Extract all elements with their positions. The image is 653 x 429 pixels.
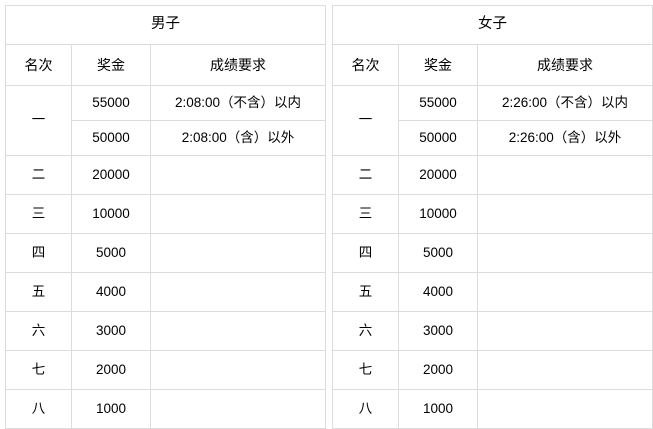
rank-cell: 二 <box>332 155 399 195</box>
prize-cell: 3000 <box>398 311 478 351</box>
table-row: 四 5000 <box>332 233 653 273</box>
requirement-cell: 2:08:00（含）以外 <box>150 120 326 156</box>
rank-cell: 三 <box>332 194 399 234</box>
prize-cell: 50000 <box>71 120 151 156</box>
prize-table-women: 女子 名次 奖金 成绩要求 一 55000 2:26:00（不含）以内 5000… <box>332 5 653 429</box>
table-row: 三 10000 <box>5 194 326 234</box>
prize-cell: 5000 <box>398 233 478 273</box>
rank-cell: 三 <box>5 194 72 234</box>
requirement-cell: 2:26:00（含）以外 <box>477 120 653 156</box>
requirement-cell <box>150 311 326 351</box>
column-header-rank: 名次 <box>5 44 72 86</box>
column-header-prize: 奖金 <box>71 44 151 86</box>
rank-cell: 八 <box>332 389 399 429</box>
table-row: 二 20000 <box>332 155 653 195</box>
prize-cell: 10000 <box>71 194 151 234</box>
column-header-rank: 名次 <box>332 44 399 86</box>
rank-cell: 四 <box>5 233 72 273</box>
column-header-prize: 奖金 <box>398 44 478 86</box>
table-row: 八 1000 <box>332 389 653 429</box>
rank-cell-first-place: 一 <box>5 85 72 156</box>
table-row: 三 10000 <box>332 194 653 234</box>
table-row: 七 2000 <box>5 350 326 390</box>
requirement-cell <box>477 350 653 390</box>
requirement-cell <box>150 350 326 390</box>
prize-cell: 1000 <box>71 389 151 429</box>
rank-cell: 五 <box>332 272 399 312</box>
prize-cell: 55000 <box>71 85 151 121</box>
requirement-cell <box>477 272 653 312</box>
prize-cell: 3000 <box>71 311 151 351</box>
prize-cell: 55000 <box>398 85 478 121</box>
table-row: 七 2000 <box>332 350 653 390</box>
table-row: 二 20000 <box>5 155 326 195</box>
prize-cell: 20000 <box>398 155 478 195</box>
prize-cell: 10000 <box>398 194 478 234</box>
prize-table-men: 男子 名次 奖金 成绩要求 一 55000 2:08:00（不含）以内 5000… <box>5 5 326 429</box>
table-row-first-place-tier-2: 50000 2:26:00（含）以外 <box>333 120 653 156</box>
requirement-cell <box>150 272 326 312</box>
table-row: 八 1000 <box>5 389 326 429</box>
table-title-row: 男子 <box>5 5 326 45</box>
requirement-cell <box>150 389 326 429</box>
requirement-cell <box>150 233 326 273</box>
table-row: 六 3000 <box>332 311 653 351</box>
table-row-first-place-tier-1: 一 55000 2:08:00（不含）以内 <box>5 85 326 156</box>
rank-cell: 七 <box>332 350 399 390</box>
rank-cell: 六 <box>332 311 399 351</box>
requirement-cell <box>477 194 653 234</box>
prize-cell: 4000 <box>71 272 151 312</box>
rank-cell: 八 <box>5 389 72 429</box>
prize-cell: 5000 <box>71 233 151 273</box>
table-row: 五 4000 <box>5 272 326 312</box>
table-row: 四 5000 <box>5 233 326 273</box>
table-title: 男子 <box>5 5 326 45</box>
prize-cell: 1000 <box>398 389 478 429</box>
prize-cell: 20000 <box>71 155 151 195</box>
rank-cell-first-place: 一 <box>332 85 399 156</box>
requirement-cell: 2:26:00（不含）以内 <box>477 85 653 121</box>
rank-cell: 六 <box>5 311 72 351</box>
table-row: 五 4000 <box>332 272 653 312</box>
requirement-cell <box>477 233 653 273</box>
table-row-first-place-tier-1: 一 55000 2:26:00（不含）以内 <box>332 85 653 156</box>
prize-cell: 4000 <box>398 272 478 312</box>
table-title-row: 女子 <box>332 5 653 45</box>
table-title: 女子 <box>332 5 653 45</box>
requirement-cell <box>477 311 653 351</box>
prize-cell: 2000 <box>71 350 151 390</box>
rank-cell: 五 <box>5 272 72 312</box>
column-header-requirement: 成绩要求 <box>477 44 653 86</box>
rank-cell: 二 <box>5 155 72 195</box>
column-header-requirement: 成绩要求 <box>150 44 326 86</box>
requirement-cell <box>150 155 326 195</box>
rank-cell: 四 <box>332 233 399 273</box>
table-header-row: 名次 奖金 成绩要求 <box>332 44 653 86</box>
requirement-cell <box>477 389 653 429</box>
requirement-cell <box>477 155 653 195</box>
requirement-cell <box>150 194 326 234</box>
prize-cell: 2000 <box>398 350 478 390</box>
requirement-cell: 2:08:00（不含）以内 <box>150 85 326 121</box>
table-header-row: 名次 奖金 成绩要求 <box>5 44 326 86</box>
table-row-first-place-tier-2: 50000 2:08:00（含）以外 <box>6 120 326 156</box>
table-row: 六 3000 <box>5 311 326 351</box>
prize-cell: 50000 <box>398 120 478 156</box>
rank-cell: 七 <box>5 350 72 390</box>
